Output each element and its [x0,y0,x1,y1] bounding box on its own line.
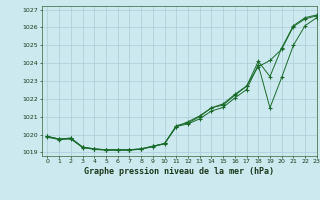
X-axis label: Graphe pression niveau de la mer (hPa): Graphe pression niveau de la mer (hPa) [84,167,274,176]
